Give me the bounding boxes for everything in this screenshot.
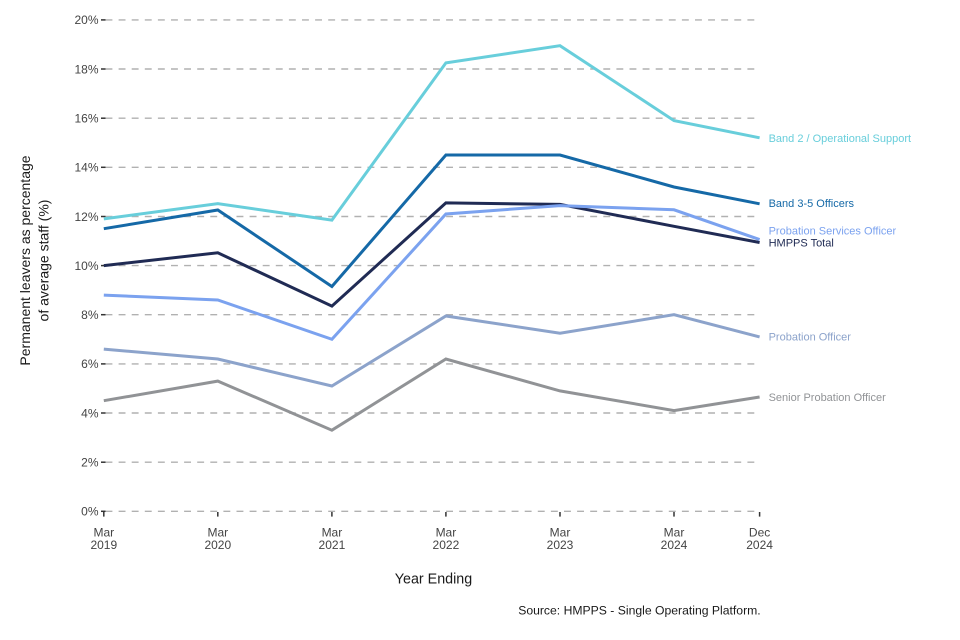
svg-text:Mar: Mar — [436, 525, 457, 539]
svg-text:2021: 2021 — [319, 538, 346, 552]
svg-text:2%: 2% — [81, 456, 99, 470]
svg-text:Mar: Mar — [664, 525, 685, 539]
svg-text:Source: HMPPS - Single Operati: Source: HMPPS - Single Operating Platfor… — [518, 604, 761, 618]
svg-text:Mar: Mar — [207, 525, 228, 539]
svg-text:0%: 0% — [81, 505, 99, 519]
svg-text:Probation Services Officer: Probation Services Officer — [769, 225, 897, 237]
svg-text:2023: 2023 — [547, 538, 574, 552]
svg-text:14%: 14% — [74, 161, 98, 175]
svg-text:Probation Officer: Probation Officer — [769, 331, 852, 343]
svg-text:2022: 2022 — [433, 538, 460, 552]
svg-text:2020: 2020 — [204, 538, 231, 552]
svg-text:20%: 20% — [74, 13, 98, 27]
svg-text:12%: 12% — [74, 210, 98, 224]
svg-text:Mar: Mar — [322, 525, 343, 539]
svg-text:16%: 16% — [74, 112, 98, 126]
svg-text:of average staff (%): of average staff (%) — [36, 200, 52, 322]
svg-text:HMPPS Total: HMPPS Total — [769, 237, 834, 249]
svg-text:Year Ending: Year Ending — [395, 572, 472, 588]
svg-text:4%: 4% — [81, 406, 99, 420]
svg-text:Permanent leavers as percentag: Permanent leavers as percentage — [17, 155, 33, 365]
svg-text:8%: 8% — [81, 308, 99, 322]
svg-text:Mar: Mar — [93, 525, 114, 539]
svg-text:2024: 2024 — [746, 538, 773, 552]
svg-text:2024: 2024 — [661, 538, 688, 552]
svg-text:Dec: Dec — [749, 525, 770, 539]
svg-text:Band 3-5 Officers: Band 3-5 Officers — [769, 198, 855, 210]
svg-text:6%: 6% — [81, 357, 99, 371]
svg-text:Band 2 / Operational Support: Band 2 / Operational Support — [769, 133, 911, 145]
svg-text:18%: 18% — [74, 62, 98, 76]
svg-text:Senior Probation Officer: Senior Probation Officer — [769, 392, 887, 404]
svg-text:2019: 2019 — [90, 538, 117, 552]
svg-text:Mar: Mar — [550, 525, 571, 539]
svg-text:10%: 10% — [74, 259, 98, 273]
